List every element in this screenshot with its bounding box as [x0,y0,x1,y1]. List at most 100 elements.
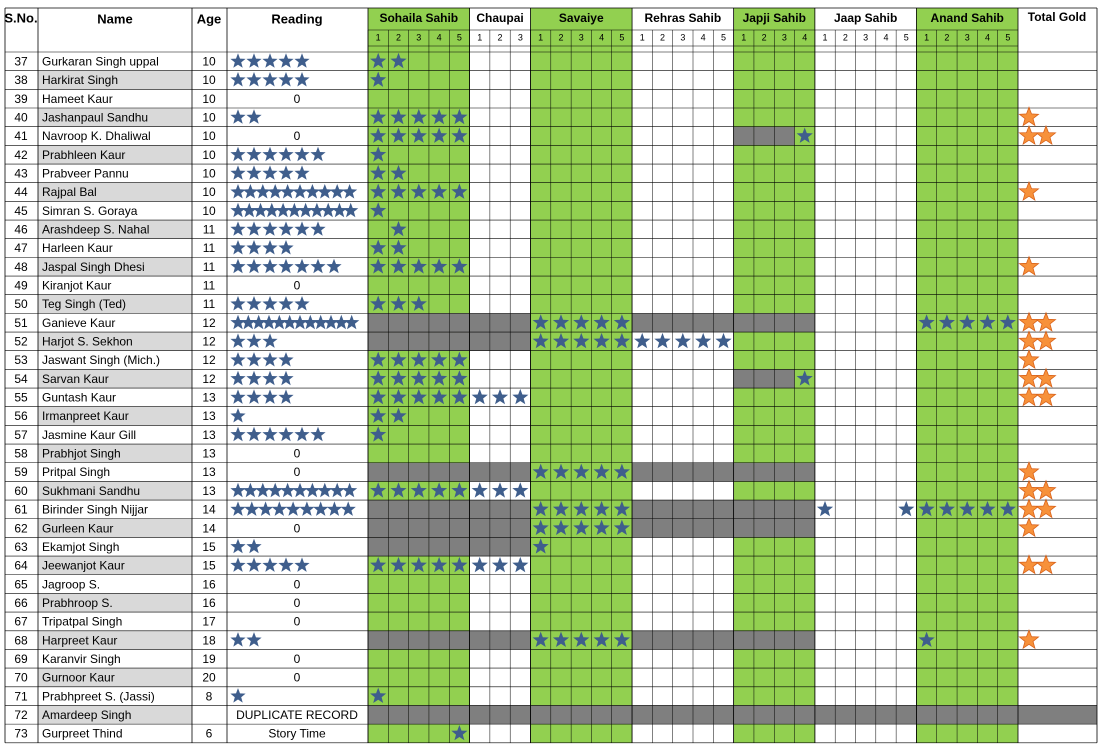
unavailable-cell [733,705,754,725]
unavailable-cell [368,462,389,482]
prayer-star [532,631,549,647]
unavailable-cell [713,630,734,650]
reading-star [246,221,262,236]
prayer-star [532,463,549,479]
row-sno: 71 [14,689,28,703]
unavailable-cell [753,369,775,389]
gold-star [1035,124,1057,146]
unavailable-cell [469,630,490,650]
prayer-star [410,108,427,125]
unavailable-cell [428,630,450,650]
unavailable-cell [510,630,531,650]
reading-star [242,184,258,199]
part-number: 5 [457,32,462,42]
row-sno: 68 [14,633,28,647]
part-number: 1 [477,32,482,42]
unavailable-cell [693,705,714,725]
row-name: Amardeep Singh [42,708,131,722]
row-name: Hameet Kaur [42,92,113,106]
part-number: 4 [985,32,990,42]
row-age: 13 [202,391,216,405]
row-name: Harkirat Singh [42,73,118,87]
row-name: Gurleen Kaur [42,521,113,535]
reading-star [310,426,326,442]
reading-star [262,146,278,162]
unavailable-cell [428,705,450,725]
row-age: 14 [202,521,216,535]
prayer-star [613,332,630,349]
unavailable-cell [388,332,409,351]
prayer-star [370,239,387,255]
row-age: 10 [202,55,216,69]
prayer-star [370,388,387,405]
reading-star [280,482,296,498]
row-age: 12 [202,353,216,367]
reading-star [304,184,320,199]
section-title: Chaupai [476,11,523,25]
row-name: Arashdeep S. Nahal [42,223,149,237]
prayer-star [918,631,935,647]
reading-star [230,165,246,180]
unavailable-cell [632,518,653,538]
prayer-star [593,332,610,349]
unavailable-cell [794,313,815,333]
row-sno: 58 [14,447,28,461]
reading-text: 0 [294,671,301,685]
row-name: Jeewanjot Kaur [42,559,125,573]
unavailable-cell [936,705,958,725]
prayer-star [370,407,387,423]
row-age: 10 [202,204,216,218]
section-title: Anand Sahib [931,11,1004,25]
unavailable-cell [896,705,917,725]
row-sno: 70 [14,671,28,685]
row-sno: 50 [14,297,28,311]
unavailable-cell [916,705,937,725]
prayer-star [898,500,915,517]
unavailable-cell [814,705,836,725]
prayer-star [431,370,448,386]
unavailable-cell [672,500,693,519]
gold-star [1035,367,1057,388]
prayer-star [390,388,407,405]
unavailable-cell [388,630,409,650]
unavailable-cell [530,705,551,725]
reading-star [280,184,296,199]
prayer-star [613,314,630,330]
reading-star [246,352,262,367]
prayer-star [431,258,448,274]
reading-star [246,258,262,274]
unavailable-cell [652,630,673,650]
row-sno: 53 [14,353,28,367]
part-number: 2 [843,32,848,42]
prayer-star [573,500,590,517]
name-shade [38,145,192,165]
row-name: Rajpal Bal [42,185,97,199]
row-age: 13 [202,465,216,479]
unavailable-cell [489,332,511,351]
row-sno: 39 [14,92,28,106]
row-sno: 44 [14,185,28,199]
header-total-gold: Total Gold [1028,10,1086,24]
prayer-star [410,258,427,274]
reading-text: 0 [294,465,301,479]
reading-star [302,314,318,330]
prayer-star [451,556,468,573]
unavailable-cell [368,332,389,351]
prayer-star [674,332,691,349]
row-name: Harleen Kaur [42,241,113,255]
reading-star [278,72,294,87]
prayer-star [451,725,468,741]
reading-star [294,53,310,68]
row-age: 10 [202,148,216,162]
prayer-star [532,500,549,517]
unavailable-cell [428,518,450,538]
reading-star [329,184,345,199]
section-title: Sohaila Sahib [379,11,458,25]
reading-star [262,221,278,236]
row-name: Prabhpreet S. (Jassi) [42,689,155,703]
reading-star [271,501,287,516]
prayer-star [390,183,407,199]
row-name: Jasmine Kaur Gill [42,428,136,442]
row-sno: 55 [14,391,28,405]
